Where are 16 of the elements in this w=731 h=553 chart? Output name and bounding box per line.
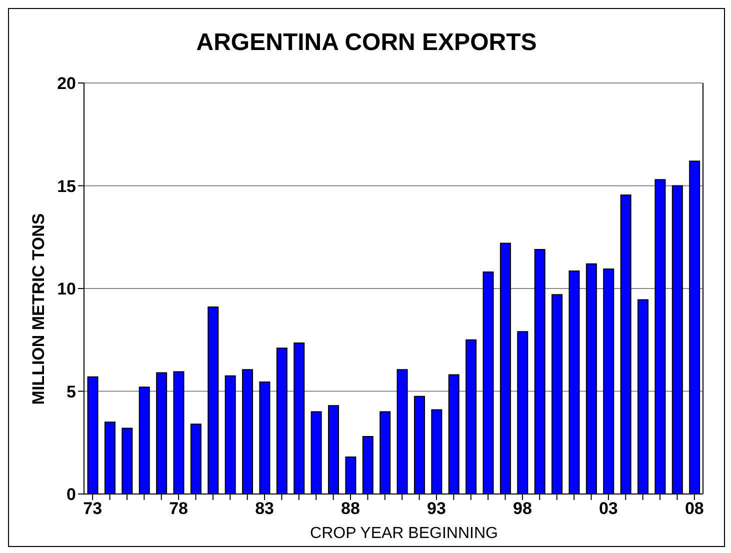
y-tick-label: 5 [66, 382, 76, 402]
x-tick-label: 08 [684, 499, 704, 518]
y-axis-title: MILLION METRIC TONS [29, 213, 49, 405]
x-axis-title: CROP YEAR BEGINNING [309, 525, 499, 543]
x-tick-label: 73 [83, 499, 102, 518]
y-tick-label: 20 [57, 74, 76, 94]
x-tick-label: 98 [512, 499, 532, 518]
x-tick-label: 93 [427, 499, 446, 518]
x-tick-label: 03 [598, 499, 618, 518]
chart-title: ARGENTINA CORN EXPORTS [195, 29, 538, 57]
x-tick-label: 78 [169, 499, 188, 518]
y-tick-label: 0 [66, 485, 76, 504]
x-tick-label: 88 [341, 499, 360, 518]
x-tick-label: 83 [255, 499, 274, 518]
y-tick-label: 15 [57, 176, 76, 196]
y-tick-label: 10 [57, 280, 76, 299]
